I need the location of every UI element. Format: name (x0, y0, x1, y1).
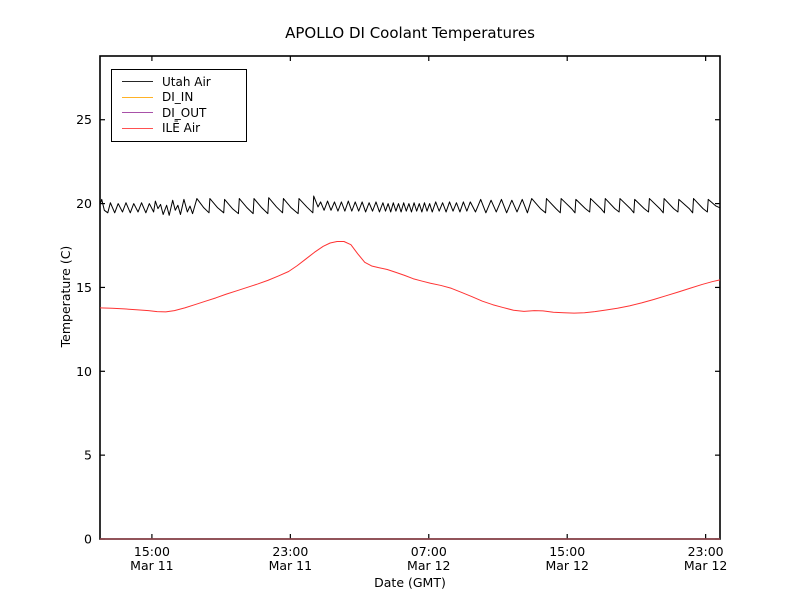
x-tick-label-time: 23:00 (688, 544, 724, 559)
y-axis-label: Temperature (C) (58, 245, 73, 348)
y-tick-label: 5 (84, 448, 92, 463)
y-tick-label: 10 (76, 364, 92, 379)
legend-label: DI_IN (162, 90, 194, 105)
y-tick-label: 15 (76, 280, 92, 295)
x-tick-label-time: 15:00 (549, 544, 585, 559)
x-axis-label: Date (GMT) (374, 575, 446, 590)
legend-item-utah-air: Utah Air (122, 74, 238, 90)
legend-line-sample-di-in (122, 96, 153, 98)
legend-label: DI_OUT (162, 105, 207, 120)
x-tick-label-date: Mar 12 (407, 558, 450, 573)
x-tick-label-date: Mar 11 (130, 558, 173, 573)
y-tick-label: 20 (76, 196, 92, 211)
legend-item-di-out: DI_OUT (122, 105, 238, 121)
chart-title: APOLLO DI Coolant Temperatures (285, 24, 535, 42)
x-tick-label-time: 15:00 (134, 544, 170, 559)
legend-line-sample-utah-air (122, 81, 153, 83)
series-line-utah-air (99, 195, 721, 216)
x-tick-label-date: Mar 11 (269, 558, 312, 573)
legend-item-di-in: DI_IN (122, 90, 238, 106)
legend-item-ile-air: ILĒ Air (122, 121, 238, 137)
legend-line-sample-di-out (122, 112, 153, 114)
x-tick-label-time: 07:00 (411, 544, 447, 559)
legend-line-sample-ile-air (122, 127, 153, 129)
x-tick-label-time: 23:00 (272, 544, 308, 559)
y-tick-label: 25 (76, 112, 92, 127)
legend-label: Utah Air (162, 74, 211, 89)
legend-label: ILĒ Air (162, 121, 201, 136)
y-tick-label: 0 (84, 532, 92, 547)
x-tick-label-date: Mar 12 (684, 558, 727, 573)
legend: Utah Air DI_IN DI_OUT ILĒ Air (111, 69, 247, 142)
series-line-ile-air (99, 240, 721, 314)
x-tick-label-date: Mar 12 (545, 558, 588, 573)
